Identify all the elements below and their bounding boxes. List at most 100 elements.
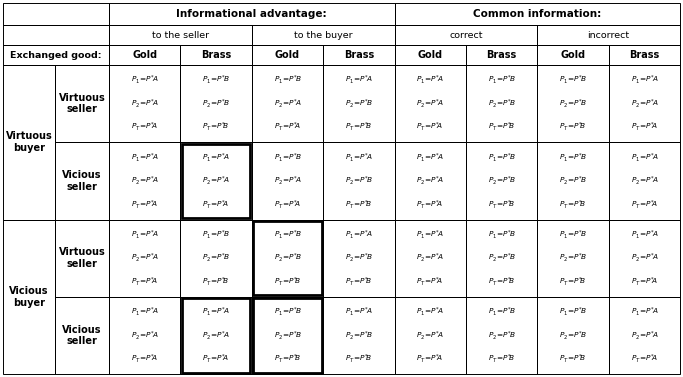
Text: Vicious
buyer: Vicious buyer [10, 286, 48, 308]
Text: $P_T\!=\!P^{*}\!B$: $P_T\!=\!P^{*}\!B$ [202, 121, 230, 133]
Bar [252, 297, 323, 374]
Text: $P_1\!=\!P^{*}\!A$: $P_1\!=\!P^{*}\!A$ [345, 74, 373, 86]
Text: $P_T\!=\!P^{*}\!A$: $P_T\!=\!P^{*}\!A$ [202, 352, 229, 365]
Bar [252, 219, 323, 297]
Text: $P_2\!=\!P^{*}\!B$: $P_2\!=\!P^{*}\!B$ [559, 97, 587, 110]
Text: $P_1\!=\!P^{*}\!B$: $P_1\!=\!P^{*}\!B$ [202, 74, 230, 86]
Text: incorrect: incorrect [587, 31, 630, 40]
Bar [109, 142, 180, 219]
Bar [109, 45, 180, 65]
Text: $P_1\!=\!P^{*}\!A$: $P_1\!=\!P^{*}\!A$ [417, 74, 444, 86]
Text: $P_2\!=\!P^{*}\!A$: $P_2\!=\!P^{*}\!A$ [274, 175, 301, 187]
Bar [182, 144, 250, 218]
Text: $P_T\!=\!P^{*}\!A$: $P_T\!=\!P^{*}\!A$ [630, 275, 658, 288]
Text: $P_1\!=\!P^{*}\!A$: $P_1\!=\!P^{*}\!A$ [630, 74, 658, 86]
Text: $P_1\!=\!P^{*}\!A$: $P_1\!=\!P^{*}\!A$ [630, 306, 658, 318]
Bar [180, 142, 252, 219]
Bar [55, 297, 109, 374]
Text: $P_1\!=\!P^{*}\!A$: $P_1\!=\!P^{*}\!A$ [345, 306, 373, 318]
Bar [395, 25, 538, 45]
Bar [109, 219, 180, 297]
Bar [252, 142, 323, 219]
Bar [323, 142, 395, 219]
Text: $P_2\!=\!P^{*}\!B$: $P_2\!=\!P^{*}\!B$ [488, 97, 516, 110]
Text: Virtuous
buyer: Virtuous buyer [5, 132, 53, 153]
Text: to the seller: to the seller [152, 31, 209, 40]
Text: Vicious
seller: Vicious seller [62, 325, 102, 346]
Text: $P_1\!=\!P^{*}\!B$: $P_1\!=\!P^{*}\!B$ [559, 151, 587, 164]
Bar [466, 219, 538, 297]
Bar [466, 45, 538, 65]
Text: $P_2\!=\!P^{*}\!A$: $P_2\!=\!P^{*}\!A$ [417, 329, 444, 342]
Text: $P_1\!=\!P^{*}\!A$: $P_1\!=\!P^{*}\!A$ [202, 151, 230, 164]
Text: $P_2\!=\!P^{*}\!B$: $P_2\!=\!P^{*}\!B$ [559, 175, 587, 187]
Bar [609, 297, 680, 374]
Text: Brass: Brass [486, 50, 516, 60]
Text: $P_1\!=\!P^{*}\!B$: $P_1\!=\!P^{*}\!B$ [274, 228, 301, 241]
Bar [55, 65, 109, 142]
Text: $P_1\!=\!P^{*}\!B$: $P_1\!=\!P^{*}\!B$ [202, 228, 230, 241]
Text: $P_2\!=\!P^{*}\!A$: $P_2\!=\!P^{*}\!A$ [131, 329, 158, 342]
Text: $P_T\!=\!P^{*}\!B$: $P_T\!=\!P^{*}\!B$ [559, 121, 587, 133]
Text: $P_2\!=\!P^{*}\!A$: $P_2\!=\!P^{*}\!A$ [630, 252, 658, 264]
Text: Virtuous
seller: Virtuous seller [59, 93, 105, 115]
Bar [109, 25, 252, 45]
Text: Informational advantage:: Informational advantage: [176, 9, 327, 19]
Text: $P_1\!=\!P^{*}\!B$: $P_1\!=\!P^{*}\!B$ [488, 151, 516, 164]
Text: $P_2\!=\!P^{*}\!A$: $P_2\!=\!P^{*}\!A$ [131, 175, 158, 187]
Bar [609, 45, 680, 65]
Text: $P_1\!=\!P^{*}\!A$: $P_1\!=\!P^{*}\!A$ [345, 151, 373, 164]
Text: $P_2\!=\!P^{*}\!B$: $P_2\!=\!P^{*}\!B$ [559, 252, 587, 264]
Bar [3, 219, 55, 374]
Text: Vicious
seller: Vicious seller [62, 170, 102, 192]
Text: $P_T\!=\!P^{*}\!B$: $P_T\!=\!P^{*}\!B$ [559, 352, 587, 365]
Text: $P_2\!=\!P^{*}\!B$: $P_2\!=\!P^{*}\!B$ [202, 97, 230, 110]
Bar [395, 3, 680, 25]
Text: $P_2\!=\!P^{*}\!B$: $P_2\!=\!P^{*}\!B$ [488, 175, 516, 187]
Text: $P_2\!=\!P^{*}\!B$: $P_2\!=\!P^{*}\!B$ [559, 329, 587, 342]
Text: to the buyer: to the buyer [294, 31, 352, 40]
Text: $P_T\!=\!P^{*}\!A$: $P_T\!=\!P^{*}\!A$ [274, 198, 301, 210]
Bar [538, 297, 609, 374]
Text: $P_2\!=\!P^{*}\!B$: $P_2\!=\!P^{*}\!B$ [345, 97, 373, 110]
Text: Common information:: Common information: [473, 9, 601, 19]
Text: Brass: Brass [344, 50, 374, 60]
Bar [538, 25, 680, 45]
Text: $P_2\!=\!P^{*}\!B$: $P_2\!=\!P^{*}\!B$ [274, 252, 301, 264]
Text: $P_T\!=\!P^{*}\!A$: $P_T\!=\!P^{*}\!A$ [630, 121, 658, 133]
Text: $P_2\!=\!P^{*}\!A$: $P_2\!=\!P^{*}\!A$ [417, 97, 444, 110]
Text: $P_2\!=\!P^{*}\!B$: $P_2\!=\!P^{*}\!B$ [274, 329, 301, 342]
Text: $P_2\!=\!P^{*}\!B$: $P_2\!=\!P^{*}\!B$ [202, 252, 230, 264]
Text: $P_T\!=\!P^{*}\!B$: $P_T\!=\!P^{*}\!B$ [345, 352, 373, 365]
Bar [538, 142, 609, 219]
Text: $P_T\!=\!P^{*}\!A$: $P_T\!=\!P^{*}\!A$ [417, 198, 444, 210]
Text: Gold: Gold [560, 50, 585, 60]
Bar [538, 219, 609, 297]
Text: $P_2\!=\!P^{*}\!A$: $P_2\!=\!P^{*}\!A$ [131, 252, 158, 264]
Text: $P_1\!=\!P^{*}\!B$: $P_1\!=\!P^{*}\!B$ [559, 228, 587, 241]
Text: $P_T\!=\!P^{*}\!B$: $P_T\!=\!P^{*}\!B$ [274, 352, 301, 365]
Bar [3, 25, 109, 45]
Text: $P_2\!=\!P^{*}\!A$: $P_2\!=\!P^{*}\!A$ [202, 329, 230, 342]
Bar [252, 45, 323, 65]
Bar [323, 45, 395, 65]
Text: Brass: Brass [201, 50, 231, 60]
Bar [252, 25, 395, 45]
Text: $P_T\!=\!P^{*}\!B$: $P_T\!=\!P^{*}\!B$ [488, 198, 516, 210]
Text: $P_1\!=\!P^{*}\!A$: $P_1\!=\!P^{*}\!A$ [131, 151, 158, 164]
Text: $P_T\!=\!P^{*}\!B$: $P_T\!=\!P^{*}\!B$ [559, 198, 587, 210]
Text: Gold: Gold [417, 50, 443, 60]
Bar [609, 65, 680, 142]
Text: $P_1\!=\!P^{*}\!A$: $P_1\!=\!P^{*}\!A$ [131, 74, 158, 86]
Text: $P_T\!=\!P^{*}\!A$: $P_T\!=\!P^{*}\!A$ [630, 198, 658, 210]
Bar [109, 297, 180, 374]
Text: $P_1\!=\!P^{*}\!B$: $P_1\!=\!P^{*}\!B$ [274, 306, 301, 318]
Bar [395, 219, 466, 297]
Text: $P_T\!=\!P^{*}\!A$: $P_T\!=\!P^{*}\!A$ [417, 121, 444, 133]
Text: $P_T\!=\!P^{*}\!A$: $P_T\!=\!P^{*}\!A$ [131, 275, 158, 288]
Text: Brass: Brass [629, 50, 660, 60]
Bar [466, 297, 538, 374]
Text: $P_1\!=\!P^{*}\!A$: $P_1\!=\!P^{*}\!A$ [202, 306, 230, 318]
Text: $P_T\!=\!P^{*}\!B$: $P_T\!=\!P^{*}\!B$ [274, 275, 301, 288]
Text: $P_1\!=\!P^{*}\!B$: $P_1\!=\!P^{*}\!B$ [488, 74, 516, 86]
